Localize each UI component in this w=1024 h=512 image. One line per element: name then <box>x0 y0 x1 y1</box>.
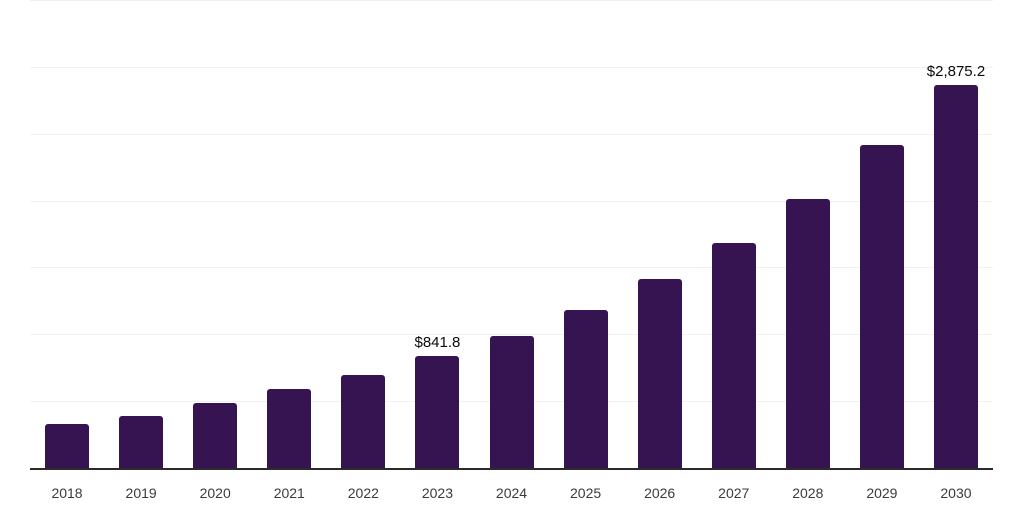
gridline <box>30 200 993 202</box>
bar-2023[interactable] <box>415 356 460 469</box>
bar-slot <box>30 1 104 469</box>
bar-2024[interactable] <box>489 335 534 469</box>
x-tick-label-2030: 2030 <box>940 485 972 501</box>
x-tick-label-2024: 2024 <box>495 485 528 501</box>
bar-slot <box>326 1 400 469</box>
bar-slot: $841.8 <box>400 1 474 469</box>
bar-slot <box>697 1 771 469</box>
x-tick-label-2018: 2018 <box>51 485 83 501</box>
gridline <box>30 66 993 68</box>
x-tick-label-2029: 2029 <box>866 485 898 501</box>
bar-2021[interactable] <box>267 388 312 469</box>
x-axis-line <box>30 468 993 470</box>
bar-slot <box>549 1 623 469</box>
bar-2018[interactable] <box>45 423 90 469</box>
x-tick-label-2025: 2025 <box>570 485 602 501</box>
bar-slot <box>252 1 326 469</box>
bar-slot <box>474 1 548 469</box>
value-label-2030: $2,875.2 <box>926 62 986 80</box>
x-tick-label-2019: 2019 <box>125 485 157 501</box>
bar-slot <box>845 1 919 469</box>
bar-2020[interactable] <box>193 403 238 469</box>
x-tick-label-2027: 2027 <box>718 485 750 501</box>
bar-slot <box>104 1 178 469</box>
bar-2019[interactable] <box>119 415 164 469</box>
bar-slot <box>623 1 697 469</box>
x-axis-labels: 2018 2019 2020 2021 2022 2023 2024 2025 2026 2027… <box>30 484 993 502</box>
x-tick-label-2022: 2022 <box>347 485 379 501</box>
bar-slot <box>771 1 845 469</box>
bar-2022[interactable] <box>341 374 386 469</box>
x-tick-label-2020: 2020 <box>199 485 231 501</box>
bar-2029[interactable] <box>859 145 904 469</box>
bar-slot: $2,875.2 <box>919 1 993 469</box>
bar-2028[interactable] <box>785 198 830 469</box>
x-tick-label-2021: 2021 <box>273 485 305 501</box>
gridline <box>30 133 993 135</box>
gridline <box>30 334 993 336</box>
gridline <box>30 267 993 269</box>
bar-2027[interactable] <box>711 243 756 469</box>
bar-slot <box>178 1 252 469</box>
bar-2026[interactable] <box>637 279 682 469</box>
gridline <box>30 0 993 1</box>
bar-2030[interactable] <box>933 84 978 469</box>
bar-2025[interactable] <box>563 309 608 469</box>
x-tick-label-2026: 2026 <box>644 485 676 501</box>
x-tick-label-2023: 2023 <box>421 485 453 501</box>
bars-layer: $841.8 $2,875.2 <box>30 1 993 469</box>
value-label-2023: $841.8 <box>414 334 461 352</box>
x-tick-label-2028: 2028 <box>792 485 824 501</box>
